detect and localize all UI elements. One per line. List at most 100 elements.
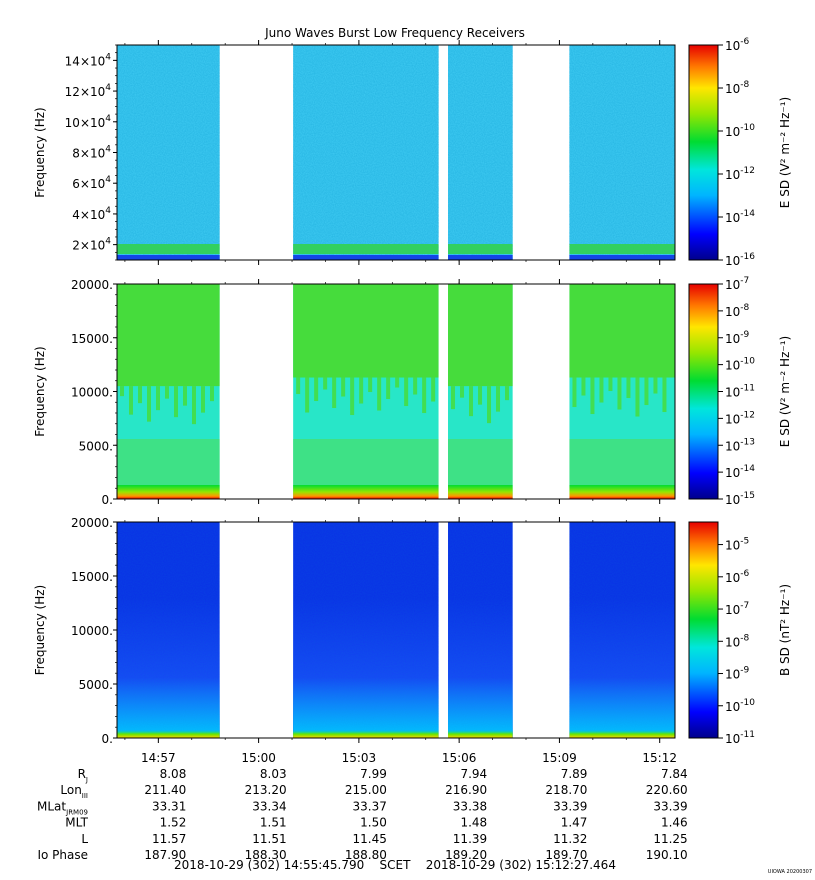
ephemeris-value: 1.47 — [561, 816, 588, 830]
ephemeris-value: 7.94 — [460, 767, 487, 781]
colorbar-tick-label: 10-8 — [725, 633, 750, 649]
colorbar-tick-label: 10-10 — [725, 123, 755, 139]
ephemeris-value: 1.51 — [260, 816, 287, 830]
colorbar-scale — [688, 283, 719, 500]
time-tick-label: 15:06 — [442, 751, 477, 765]
y-tick-label: 4×104 — [72, 206, 111, 222]
colorbar-tick-label: 10-14 — [725, 464, 755, 480]
ephemeris-label: L — [81, 832, 88, 846]
colorbar-tick-label: 10-8 — [725, 303, 750, 319]
ephemeris-value: 8.08 — [160, 767, 187, 781]
data-segment — [448, 284, 513, 499]
ephemeris-value: 211.40 — [144, 783, 186, 797]
colorbar-tick-label: 10-11 — [725, 384, 755, 400]
data-segment — [569, 45, 675, 260]
spectrogram-panel-bottom: 0. 5000. 10000. 15000. 20000. Frequency (Hz) 1… — [33, 516, 792, 746]
ephemeris-row: MLT 1.52 1.51 1.50 1.48 1.47 1.46 — [65, 816, 687, 830]
colorbar-tick-label: 10-9 — [725, 330, 750, 346]
data-segment — [117, 522, 220, 738]
chart-title: Juno Waves Burst Low Frequency Receivers — [264, 26, 525, 40]
y-tick-label: 10000. — [71, 386, 113, 400]
y-axis-label: Frequency (Hz) — [33, 585, 47, 676]
ephemeris-value: 7.84 — [661, 767, 688, 781]
ephemeris-value: 213.20 — [245, 783, 287, 797]
colorbar-tick-label: 10-12 — [725, 410, 755, 426]
data-segment — [569, 284, 675, 499]
y-tick-label: 5000. — [79, 439, 113, 453]
ephemeris-row: L 11.57 11.51 11.45 11.39 11.32 11.25 — [81, 832, 687, 846]
data-segment — [293, 522, 439, 738]
colorbar-tick-label: 10-7 — [725, 601, 749, 617]
colorbar-tick-label: 10-14 — [725, 209, 755, 225]
data-segment — [293, 284, 439, 499]
colorbar: 10-5 10-6 10-7 10-8 10-9 10-10 10-11 B SD (nT² … — [688, 521, 792, 746]
y-axis-label: Frequency (Hz) — [33, 107, 47, 198]
ephemeris-label: MLT — [65, 816, 88, 830]
ephemeris-value: 11.51 — [252, 832, 286, 846]
ephemeris-value: 1.50 — [360, 816, 387, 830]
y-tick-label: 14×104 — [65, 52, 112, 68]
time-tick-label: 15:00 — [241, 751, 276, 765]
colorbar-label: E SD (V² m⁻² Hz⁻¹) — [778, 97, 792, 208]
time-tick-label: 15:12 — [642, 751, 677, 765]
colorbar-tick-label: 10-10 — [725, 698, 755, 714]
ephemeris-value: 188.30 — [245, 848, 287, 862]
colorbar-tick-label: 10-10 — [725, 357, 755, 373]
y-tick-label: 5000. — [79, 678, 113, 692]
colorbar-label: B SD (nT² Hz⁻¹) — [778, 584, 792, 676]
ephemeris-value: 1.48 — [460, 816, 487, 830]
ephemeris-row: LonIII 211.40 213.20 215.00 216.90 218.70 220.… — [60, 783, 687, 800]
ephemeris-value: 33.38 — [453, 799, 487, 813]
ephemeris-value: 33.34 — [252, 799, 286, 813]
ephemeris-value: 1.46 — [661, 816, 688, 830]
ephemeris-value: 11.45 — [353, 832, 387, 846]
ephemeris-value: 11.32 — [553, 832, 587, 846]
colorbar: 10-7 10-8 10-9 10-10 10-11 10-12 10-13 10-14 10-… — [688, 276, 792, 507]
ephemeris-value: 7.89 — [561, 767, 588, 781]
ephemeris-value: 189.70 — [545, 848, 587, 862]
ephemeris-value: 1.52 — [160, 816, 187, 830]
ephemeris-value: 33.39 — [553, 799, 587, 813]
colorbar-tick-label: 10-11 — [725, 730, 755, 746]
colorbar-tick-label: 10-6 — [725, 37, 750, 53]
credit-stamp: UIOWA 20200307 — [768, 869, 812, 875]
ephemeris-label: RJ — [78, 767, 88, 784]
data-segment — [117, 284, 220, 499]
ephemeris-value: 11.57 — [152, 832, 186, 846]
colorbar-tick-label: 10-15 — [725, 491, 755, 507]
ephemeris-value: 33.39 — [653, 799, 687, 813]
colorbar-tick-label: 10-5 — [725, 537, 749, 553]
colorbar-scale — [688, 521, 719, 739]
data-segment — [448, 45, 513, 260]
y-tick-label: 0. — [102, 732, 113, 746]
ephemeris-value: 33.37 — [353, 799, 387, 813]
y-tick-label: 20000. — [71, 516, 113, 530]
spectrogram-panel-top: 2×104 4×104 6×104 8×104 10×104 12×104 14×104 Fr… — [33, 37, 792, 268]
ephemeris-row: RJ 8.08 8.03 7.99 7.94 7.89 7.84 — [78, 767, 688, 784]
time-range-footer: 2018-10-29 (302) 14:55:45.790 SCET 2018-… — [174, 858, 616, 872]
data-segment — [293, 45, 439, 260]
colorbar: 10-6 10-8 10-10 10-12 10-14 10-16 E SD (V² m⁻²… — [688, 37, 792, 268]
y-tick-label: 8×104 — [72, 145, 111, 161]
colorbar-tick-label: 10-12 — [725, 166, 755, 182]
y-tick-label: 10000. — [71, 624, 113, 638]
ephemeris-value: 33.31 — [152, 799, 186, 813]
colorbar-tick-label: 10-13 — [725, 437, 755, 453]
ephemeris-value: 220.60 — [646, 783, 688, 797]
colorbar-scale — [688, 44, 719, 261]
ephemeris-value: 11.39 — [453, 832, 487, 846]
colorbar-tick-label: 10-7 — [725, 276, 749, 292]
y-tick-label: 12×104 — [65, 83, 112, 99]
ephemeris-label: Io Phase — [37, 848, 88, 862]
ephemeris-value: 187.90 — [144, 848, 186, 862]
y-axis-label: Frequency (Hz) — [33, 346, 47, 437]
ephemeris-label: MLatJRM09 — [37, 799, 88, 816]
ephemeris-value: 8.03 — [260, 767, 287, 781]
y-tick-label: 2×104 — [72, 237, 111, 253]
ephemeris-value: 215.00 — [345, 783, 387, 797]
data-segment — [448, 522, 513, 738]
colorbar-tick-label: 10-6 — [725, 569, 750, 585]
ephemeris-value: 188.80 — [345, 848, 387, 862]
ephemeris-row: Io Phase 187.90 188.30 188.80 189.20 189.70 19… — [37, 848, 687, 862]
